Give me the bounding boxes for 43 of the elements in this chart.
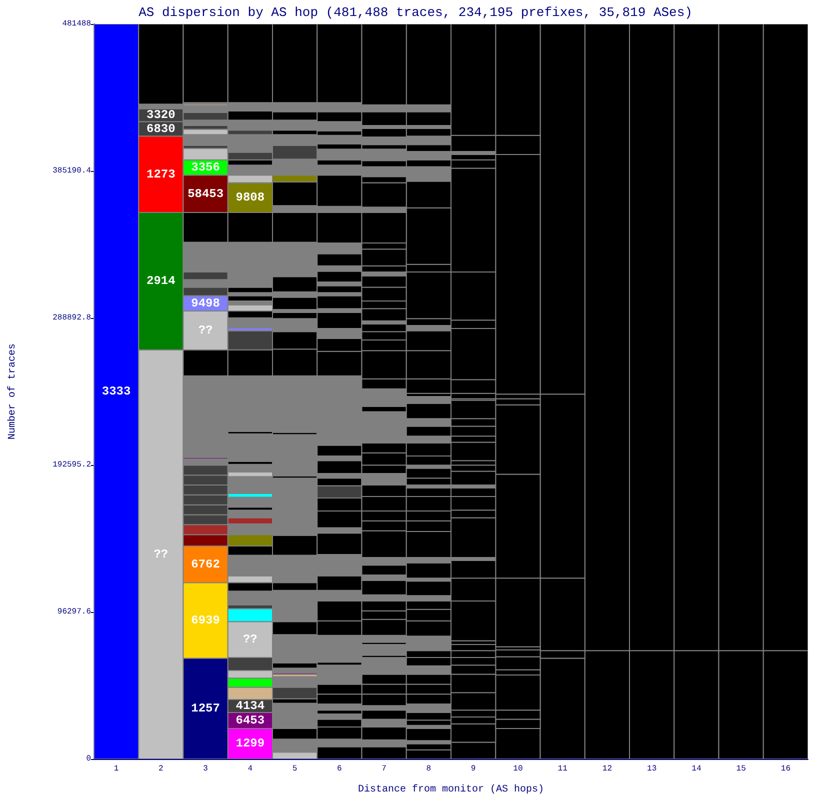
- y-tick-label: 288892.8: [52, 314, 92, 322]
- series-label: 6939: [191, 613, 220, 628]
- series-label: 1273: [146, 167, 176, 182]
- x-tick-label: 10: [513, 764, 523, 774]
- series-label: 1257: [191, 702, 220, 716]
- x-tick-label: 16: [780, 764, 791, 774]
- y-tick-label: 192595.2: [52, 460, 92, 470]
- series-label: 6762: [191, 557, 220, 572]
- y-axis-title: Number of traces: [6, 343, 18, 440]
- x-tick-label: 12: [602, 764, 612, 774]
- x-tick-label: 5: [292, 764, 298, 774]
- series-label: 3356: [191, 160, 220, 174]
- series-label: 2914: [146, 274, 176, 288]
- x-tick-label: 15: [736, 764, 746, 774]
- series-label: 1299: [236, 736, 265, 751]
- series-label: ??: [198, 323, 213, 338]
- x-axis-title: Distance from monitor (AS hops): [358, 784, 544, 796]
- series-label: 3333: [102, 384, 131, 398]
- series-label: ??: [154, 547, 168, 562]
- y-tick-label: 0: [86, 754, 92, 764]
- x-tick-label: 4: [248, 764, 253, 774]
- chart-title: AS dispersion by AS hop (481,488 traces, 234,195 prefixes, 35,819 ASes): [138, 5, 692, 20]
- series-label: 4134: [236, 698, 265, 713]
- x-tick-label: 1: [114, 764, 119, 774]
- series-label: 6453: [236, 713, 265, 728]
- series-label: ??: [242, 632, 258, 647]
- series-label: 3320: [146, 108, 176, 122]
- series-label: 58453: [188, 186, 224, 201]
- y-tick-label: 96297.6: [57, 608, 92, 616]
- x-tick-label: 8: [426, 764, 432, 774]
- x-tick-label: 9: [470, 764, 476, 774]
- series-label: 9808: [236, 190, 265, 205]
- x-tick-label: 7: [382, 764, 387, 774]
- y-tick-label: 385190.4: [52, 166, 92, 176]
- x-tick-label: 2: [158, 764, 164, 774]
- x-tick-label: 11: [558, 764, 568, 774]
- series-label: 6830: [146, 122, 176, 136]
- x-tick-label: 6: [337, 764, 342, 774]
- x-tick-label: 13: [647, 764, 657, 774]
- x-tick-label: 14: [692, 764, 702, 774]
- y-tick-label: 481488: [62, 20, 92, 28]
- x-tick-label: 3: [203, 764, 208, 774]
- series-label: 9498: [191, 296, 220, 310]
